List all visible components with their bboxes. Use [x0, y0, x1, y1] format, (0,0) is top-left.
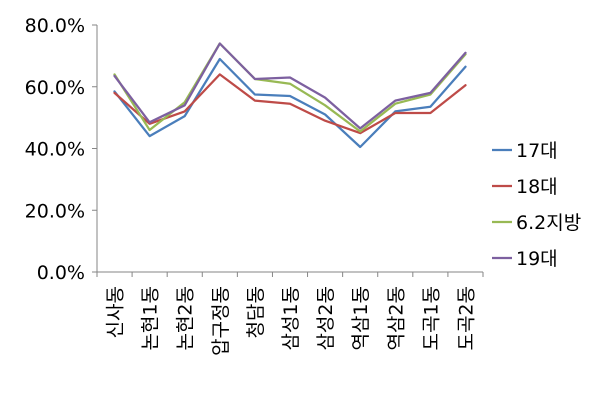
- x-category-label: 역삼2동: [385, 286, 407, 351]
- y-tick-label: 60.0%: [25, 77, 85, 99]
- legend: 17대 18대 6.2지방 19대: [492, 140, 581, 270]
- legend-label: 19대: [516, 248, 558, 270]
- y-tick-label: 40.0%: [25, 139, 85, 161]
- x-category-label: 청담동: [245, 286, 267, 338]
- x-category-label: 역삼1동: [350, 286, 372, 351]
- series-line-1: [113, 73, 467, 135]
- x-category-label: 삼성1동: [280, 286, 302, 351]
- y-tick-label: 20.0%: [25, 200, 85, 222]
- axes: 0.0% 20.0% 40.0% 60.0% 80.0% 신사동 논현1동 논현2동 압구정동 청…: [25, 15, 484, 356]
- legend-label: 18대: [516, 176, 558, 198]
- series-line-0: [113, 57, 467, 149]
- x-category-label: 압구정동: [210, 286, 232, 356]
- x-category-label: 논현2동: [175, 286, 197, 351]
- x-category-label: 도곡2동: [455, 286, 477, 351]
- series-group: [113, 42, 467, 149]
- x-category-label: 논현1동: [140, 286, 162, 351]
- legend-label: 17대: [516, 140, 558, 162]
- legend-label: 6.2지방: [516, 212, 581, 234]
- x-category-label: 삼성2동: [315, 286, 337, 351]
- x-category-label: 신사동: [105, 286, 127, 338]
- y-tick-label: 80.0%: [25, 15, 85, 37]
- y-tick-label: 0.0%: [37, 262, 85, 284]
- series-line-3: [113, 42, 467, 130]
- x-category-label: 도곡1동: [420, 286, 442, 351]
